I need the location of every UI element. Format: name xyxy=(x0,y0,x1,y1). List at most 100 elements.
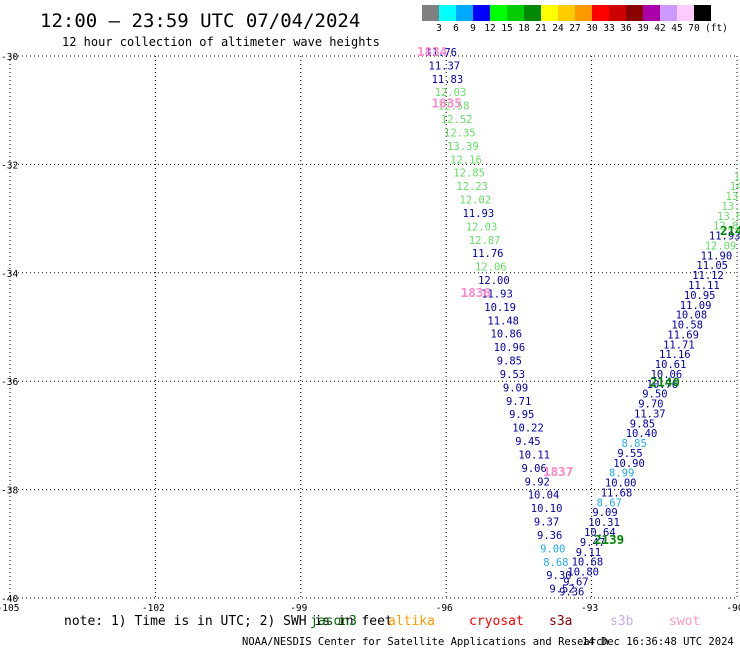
wave-height-label: 12.09 xyxy=(705,241,737,253)
wave-height-label: 10.06 xyxy=(651,369,683,381)
satellite-legend: jason3 altika cryosat s3a s3b swot xyxy=(310,614,700,629)
wave-height-label: 10.00 xyxy=(605,478,637,490)
map-grid xyxy=(9,55,738,599)
wave-height-label: 11.71 xyxy=(663,339,695,351)
legend-label: 21 xyxy=(535,23,547,34)
wave-height-label: 11.37 xyxy=(429,60,461,72)
lon-tick-label: -96 xyxy=(436,603,453,614)
wave-height-label: 11.09 xyxy=(680,300,712,312)
wave-height-label: 9.36 xyxy=(537,530,562,542)
legend-label: 36 xyxy=(620,23,632,34)
satellite-label: altika xyxy=(388,614,435,629)
wave-height-label: 11.93 xyxy=(463,208,495,220)
lon-tick-label: -105 xyxy=(0,603,19,614)
time-label: 2139 xyxy=(594,532,624,547)
legend-label: 24 xyxy=(552,23,564,34)
wave-height-label: 12.16 xyxy=(450,154,482,166)
legend-swatch xyxy=(456,5,473,21)
wave-height-label: 9.09 xyxy=(503,382,528,394)
legend-label: 15 xyxy=(501,23,512,34)
satellite-label: swot xyxy=(669,614,700,629)
wave-height-label: 8.99 xyxy=(609,468,634,480)
wave-height-label: 11.68 xyxy=(601,488,633,500)
wave-height-label: 10.64 xyxy=(584,527,616,539)
wave-height-label: 12.87 xyxy=(469,235,501,247)
lat-tick-label: -34 xyxy=(1,269,18,280)
lat-tick-label: -36 xyxy=(1,377,18,388)
wave-height-label: 11.37 xyxy=(634,408,666,420)
legend-label: 42 xyxy=(654,23,665,34)
satellite-label: s3b xyxy=(610,614,634,629)
legend-unit: (ft) xyxy=(705,23,728,34)
legend-swatch xyxy=(694,5,711,21)
wave-height-label: 9.85 xyxy=(630,418,655,430)
credit-line: NOAA/NESDIS Center for Satellite Applica… xyxy=(242,636,609,648)
wave-height-label: 10.08 xyxy=(676,310,708,322)
wave-height-label: 9.85 xyxy=(497,356,522,368)
wave-height-label: 12.09 xyxy=(738,161,740,173)
time-label: 1836 xyxy=(461,285,491,300)
wave-height-label: 9.47 xyxy=(580,537,605,549)
wave-height-label: 10.86 xyxy=(491,329,523,341)
time-label: 1834 xyxy=(417,44,447,59)
axis-labels: -105 -102 -99 -96 -93 -90 -30 -32 -34 -36 -38 -40 xyxy=(0,52,740,614)
legend-swatch xyxy=(541,5,558,21)
legend-swatch xyxy=(575,5,592,21)
legend-swatch xyxy=(507,5,524,21)
wave-height-label: 9.30 xyxy=(546,570,571,582)
legend-swatch xyxy=(490,5,507,21)
time-label: 1837 xyxy=(543,464,573,479)
time-label: 1835 xyxy=(432,95,462,110)
legend-label: 9 xyxy=(470,23,476,34)
wave-height-label: 10.10 xyxy=(531,503,563,515)
wave-height-label: 11.16 xyxy=(659,349,691,361)
wave-height-label: 11.11 xyxy=(688,280,720,292)
wave-height-label: 11.76 xyxy=(425,47,457,59)
satellite-tracks: 11.7611.3711.8312.0312.5812.5212.3513.39… xyxy=(417,44,740,598)
wave-height-label: 12.85 xyxy=(453,168,485,180)
satellite-label: cryosat xyxy=(469,614,524,629)
wave-height-label: 9.92 xyxy=(525,476,550,488)
time-label: 2140 xyxy=(650,375,680,390)
legend-label: 27 xyxy=(569,23,580,34)
wave-height-label: 12.03 xyxy=(466,221,498,233)
legend-swatch xyxy=(473,5,490,21)
legend-swatch xyxy=(643,5,660,21)
color-legend: 3 6 9 12 15 18 21 24 27 30 33 36 39 42 45 70 xyxy=(422,5,711,34)
legend-label: 39 xyxy=(637,23,649,34)
wave-height-label: 9.50 xyxy=(642,389,667,401)
wave-height-label: 9.37 xyxy=(534,517,559,529)
satellite-label: s3a xyxy=(549,614,572,629)
legend-label: 33 xyxy=(603,23,614,34)
wave-height-label: 9.67 xyxy=(563,576,588,588)
wave-height-label: 11.69 xyxy=(667,329,699,341)
wave-height-label: 9.06 xyxy=(522,463,547,475)
wave-height-label: 13.61 xyxy=(721,201,740,213)
wave-height-label: 12.58 xyxy=(438,101,470,113)
wave-height-label: 11.90 xyxy=(701,250,733,262)
legend-swatch xyxy=(439,5,456,21)
wave-height-label: 11.12 xyxy=(692,270,724,282)
wave-height-label: 10.19 xyxy=(484,302,516,314)
wave-height-label: 9.71 xyxy=(506,396,531,408)
wave-height-label: 8.68 xyxy=(543,557,568,569)
wave-height-label: 12.02 xyxy=(460,195,492,207)
legend-swatch xyxy=(626,5,643,21)
satellite-label: jason3 xyxy=(310,614,357,629)
legend-swatch xyxy=(524,5,541,21)
legend-label: 12 xyxy=(484,23,495,34)
lat-tick-label: -40 xyxy=(1,594,18,605)
wave-height-label: 9.11 xyxy=(576,547,601,559)
wave-height-label: 11.93 xyxy=(709,231,740,243)
timestamp: 14 Dec 16:36:48 UTC 2024 xyxy=(582,636,734,648)
wave-height-label: 10.22 xyxy=(512,423,544,435)
wave-height-label: 11.05 xyxy=(696,260,728,272)
wave-height-label: 12.00 xyxy=(478,275,510,287)
wave-height-label: 12.53 xyxy=(734,171,740,183)
map-subtitle: 12 hour collection of altimeter wave hei… xyxy=(62,35,380,49)
wave-height-label: 9.09 xyxy=(592,507,617,519)
wave-height-label: 12.03 xyxy=(435,87,467,99)
wave-height-label: 11.83 xyxy=(432,74,464,86)
legend-swatch xyxy=(558,5,575,21)
